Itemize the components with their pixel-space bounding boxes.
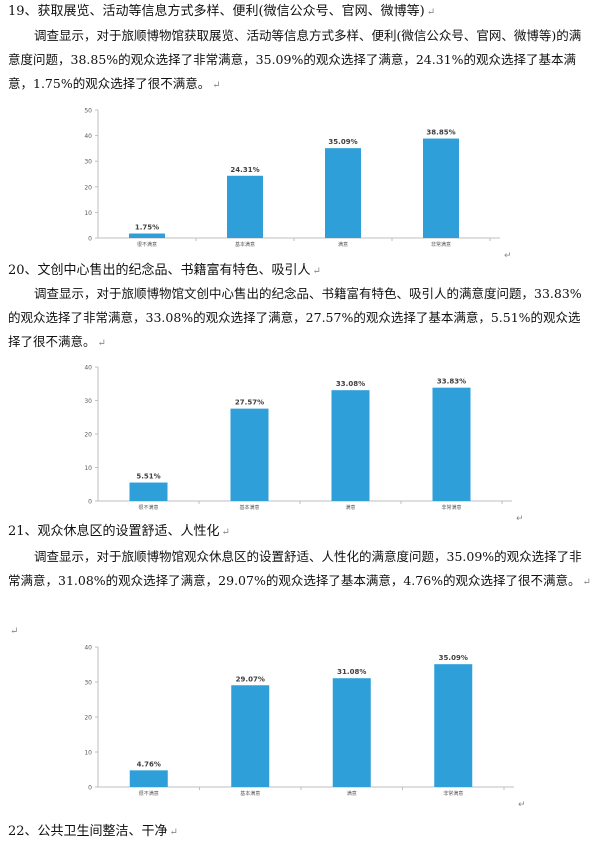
data-label: 4.76% — [137, 760, 161, 768]
paragraph-mark-icon: ↵ — [212, 80, 221, 91]
paragraph-mark-icon: ↵ — [10, 626, 19, 637]
bar — [129, 233, 165, 238]
y-tick-label: 0 — [88, 785, 92, 792]
bar — [432, 387, 471, 501]
section-19-heading-text: 19、获取展览、活动等信息方式多样、便利(微信公众号、官网、微博等) — [8, 4, 425, 19]
data-label: 5.51% — [136, 473, 160, 481]
y-tick-label: 30 — [84, 159, 92, 166]
chart-20: 0 10 20 30 40 5.51% 很不满意 27.57% 基本满意 33.08% 满意 33.8… — [84, 365, 523, 525]
bar — [230, 408, 269, 501]
y-tick-label: 50 — [84, 108, 92, 115]
section-19-heading: 19、获取展览、活动等信息方式多样、便利(微信公众号、官网、微博等) ↵ — [8, 3, 435, 22]
paragraph-mark-icon: ↵ — [426, 7, 436, 18]
bar — [129, 482, 168, 501]
bar — [129, 770, 168, 787]
y-tick-label: 30 — [84, 680, 92, 687]
data-label: 27.57% — [235, 399, 264, 407]
x-tick-label: 非常满意 — [431, 241, 451, 248]
section-21-heading: 21、观众休息区的设置舒适、人性化 ↵ — [8, 523, 230, 542]
paragraph-mark-icon: ↵ — [312, 266, 321, 277]
x-tick-label: 很不满意 — [138, 504, 158, 511]
data-label: 24.31% — [230, 166, 259, 174]
section-22-heading: 22、公共卫生间整洁、干净 ↵ — [8, 823, 178, 842]
y-tick-label: 10 — [84, 210, 92, 217]
paragraph-mark-icon: ↵ — [504, 251, 512, 261]
data-label: 35.09% — [439, 654, 468, 662]
section-20-heading: 20、文创中心售出的纪念品、书籍富有特色、吸引人 ↵ — [8, 262, 321, 281]
x-tick-label: 非常满意 — [441, 504, 461, 511]
y-tick-label: 0 — [88, 236, 92, 243]
data-label: 31.08% — [337, 668, 366, 676]
paragraph-mark-icon: ↵ — [97, 338, 106, 349]
data-label: 38.85% — [426, 129, 455, 137]
data-label: 1.75% — [135, 224, 159, 232]
section-20-heading-text: 20、文创中心售出的纪念品、书籍富有特色、吸引人 — [8, 263, 311, 278]
y-tick-label: 20 — [84, 184, 92, 191]
paragraph-mark-icon: ↵ — [169, 827, 178, 838]
y-tick-label: 40 — [84, 645, 92, 652]
chart-19: 0 10 20 30 40 50 1.75% 很不满意 24.31% 基本满意 35.09% 满意 38… — [84, 108, 512, 262]
y-tick-label: 20 — [84, 715, 92, 722]
section-20-paragraph: 调查显示，对于旅顺博物馆文创中心售出的纪念品、书籍富有特色、吸引人的满意度问题，… — [8, 282, 593, 356]
y-tick-label: 40 — [84, 133, 92, 140]
y-tick-label: 20 — [84, 432, 92, 439]
paragraph-mark-icon: ↵ — [518, 800, 526, 810]
x-tick-label: 基本满意 — [239, 504, 259, 511]
x-tick-label: 满意 — [338, 241, 348, 248]
data-label: 33.08% — [336, 380, 365, 388]
x-tick-label: 基本满意 — [235, 241, 255, 248]
y-tick-label: 30 — [84, 398, 92, 405]
bar — [231, 685, 270, 787]
data-label: 35.09% — [328, 138, 357, 146]
paragraph-mark-icon: ↵ — [582, 577, 591, 588]
section-19-paragraph-text: 调查显示，对于旅顺博物馆获取展览、活动等信息方式多样、便利(微信公众号、官网、微… — [8, 28, 582, 91]
section-19-paragraph: 调查显示，对于旅顺博物馆获取展览、活动等信息方式多样、便利(微信公众号、官网、微… — [8, 24, 593, 98]
x-tick-label: 满意 — [347, 790, 357, 797]
paragraph-mark-icon: ↵ — [221, 527, 230, 538]
section-21-heading-text: 21、观众休息区的设置舒适、人性化 — [8, 524, 220, 539]
chart-21: 0 10 20 30 40 4.76% 很不满意 29.07% 基本满意 31.08% 满意 35.0… — [84, 645, 525, 811]
bar — [332, 678, 371, 787]
y-tick-label: 0 — [88, 499, 92, 506]
x-tick-label: 满意 — [345, 504, 355, 511]
section-21-paragraph: 调查显示，对于旅顺博物馆观众休息区的设置舒适、人性化的满意度问题，35.09%的… — [8, 545, 593, 595]
section-21-paragraph-text: 调查显示，对于旅顺博物馆观众休息区的设置舒适、人性化的满意度问题，35.09%的… — [8, 549, 582, 588]
section-20-paragraph-text: 调查显示，对于旅顺博物馆文创中心售出的纪念品、书籍富有特色、吸引人的满意度问题，… — [8, 286, 582, 349]
bar — [434, 664, 473, 787]
paragraph-mark-icon: ↵ — [516, 514, 524, 524]
x-tick-label: 很不满意 — [137, 241, 157, 248]
x-tick-label: 非常满意 — [443, 790, 463, 797]
bar — [325, 148, 361, 238]
y-tick-label: 10 — [84, 465, 92, 472]
data-label: 29.07% — [236, 675, 265, 683]
bar — [227, 175, 263, 238]
section-22-heading-text: 22、公共卫生间整洁、干净 — [8, 824, 168, 839]
y-tick-label: 40 — [84, 365, 92, 372]
x-tick-label: 很不满意 — [139, 790, 159, 797]
bar — [331, 390, 370, 501]
bar — [423, 138, 459, 238]
x-tick-label: 基本满意 — [240, 790, 260, 797]
data-label: 33.83% — [437, 378, 466, 386]
y-tick-label: 10 — [84, 750, 92, 757]
